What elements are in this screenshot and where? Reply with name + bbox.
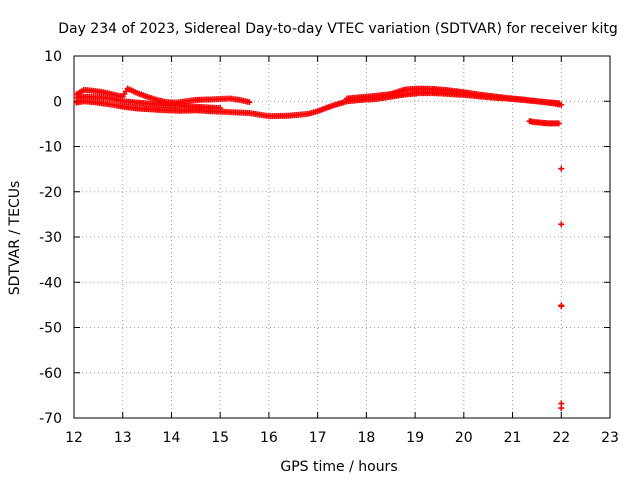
x-tick-label: 23 bbox=[601, 430, 619, 446]
data-point bbox=[558, 303, 565, 310]
chart-title: Day 234 of 2023, Sidereal Day-to-day VTE… bbox=[58, 21, 618, 37]
x-tick-label: 15 bbox=[211, 430, 229, 446]
axis-ticks: 12 13 14 15 16 17 18 19 20 21 22 23 10 0 -10 -20 -30 -40 -… bbox=[39, 49, 619, 446]
x-tick-label: 20 bbox=[455, 430, 473, 446]
data-points bbox=[73, 85, 565, 412]
y-tick-label: 0 bbox=[53, 94, 62, 110]
x-tick-label: 14 bbox=[163, 430, 181, 446]
y-tick-label: -10 bbox=[39, 140, 62, 156]
data-point bbox=[246, 99, 253, 106]
y-tick-label: 10 bbox=[44, 49, 62, 65]
x-axis-label: GPS time / hours bbox=[280, 459, 397, 475]
x-tick-label: 16 bbox=[260, 430, 278, 446]
x-tick-label: 17 bbox=[309, 430, 327, 446]
y-tick-label: -60 bbox=[39, 366, 62, 382]
data-point bbox=[558, 405, 565, 412]
y-axis-label: SDTVAR / TECUs bbox=[7, 181, 23, 296]
data-point bbox=[555, 120, 562, 127]
data-point bbox=[558, 221, 565, 228]
y-tick-label: -20 bbox=[39, 185, 62, 201]
y-tick-label: -30 bbox=[39, 230, 62, 246]
x-tick-label: 18 bbox=[357, 430, 375, 446]
y-tick-label: -40 bbox=[39, 275, 62, 291]
y-tick-label: -70 bbox=[39, 411, 62, 427]
x-tick-label: 22 bbox=[552, 430, 570, 446]
x-tick-label: 19 bbox=[406, 430, 424, 446]
x-tick-label: 21 bbox=[504, 430, 522, 446]
y-tick-label: -50 bbox=[39, 321, 62, 337]
data-point bbox=[555, 100, 562, 107]
x-tick-label: 12 bbox=[65, 430, 83, 446]
x-tick-label: 13 bbox=[114, 430, 132, 446]
data-point bbox=[558, 165, 565, 172]
